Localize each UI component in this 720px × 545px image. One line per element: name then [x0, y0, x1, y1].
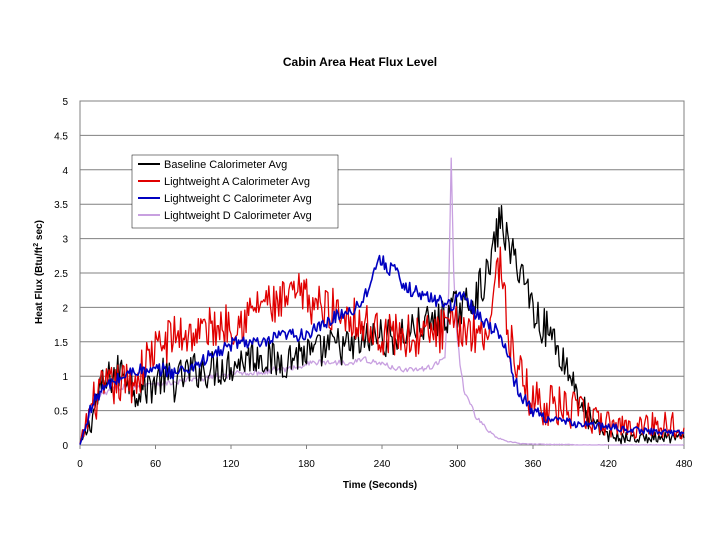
x-tick-label: 120	[223, 459, 240, 470]
legend-entry: Lightweight A Calorimeter Avg	[164, 176, 310, 188]
x-axis-ticks: 0 60 120 180 240 300 360 420 480	[77, 445, 693, 470]
y-tick-label: 1	[62, 372, 68, 383]
y-tick-label: 1.5	[54, 338, 68, 349]
legend-box	[131, 154, 339, 229]
y-axis-label-sup: 2	[33, 243, 40, 247]
y-tick-label: 3	[62, 235, 68, 246]
chart-title: Cabin Area Heat Flux Level	[283, 55, 437, 69]
y-tick-label: 5	[62, 97, 68, 108]
y-axis-ticks: 0 0.5 1 1.5 2 2.5 3 3.5 4 4.5 5	[54, 97, 68, 452]
y-tick-label: 0.5	[54, 407, 68, 418]
y-axis-label-tail: sec)	[34, 220, 45, 243]
y-tick-label: 3.5	[54, 200, 68, 211]
y-axis-label: Heat Flux (Btu/ft2 sec)	[33, 220, 45, 324]
y-tick-label: 2.5	[54, 269, 68, 280]
x-tick-label: 180	[298, 459, 315, 470]
x-tick-label: 60	[150, 459, 162, 470]
x-tick-label: 240	[374, 459, 391, 470]
legend-entry: Lightweight C Calorimeter Avg	[164, 193, 312, 205]
series-line-lightweight-d-calorimeter-avg	[79, 157, 685, 446]
y-axis-label-main: Heat Flux (Btu/ft	[34, 246, 45, 324]
y-tick-label: 0	[62, 441, 68, 452]
x-tick-label: 360	[525, 459, 542, 470]
y-tick-label: 4.5	[54, 131, 68, 142]
series-line-lightweight-c-calorimeter-avg	[79, 254, 685, 445]
y-tick-label: 2	[62, 303, 68, 314]
legend-entry: Lightweight D Calorimeter Avg	[164, 210, 312, 222]
legend-entry: Baseline Calorimeter Avg	[164, 159, 287, 171]
chart-legend: Baseline Calorimeter Avg Lightweight A Ca…	[131, 154, 339, 229]
x-tick-label: 0	[77, 459, 83, 470]
x-tick-label: 480	[676, 459, 693, 470]
series-layer	[79, 157, 685, 446]
x-axis-label: Time (Seconds)	[343, 480, 417, 491]
x-tick-label: 420	[600, 459, 617, 470]
series-line-lightweight-a-calorimeter-avg	[79, 246, 685, 445]
y-tick-label: 4	[62, 166, 68, 177]
x-tick-label: 300	[449, 459, 466, 470]
